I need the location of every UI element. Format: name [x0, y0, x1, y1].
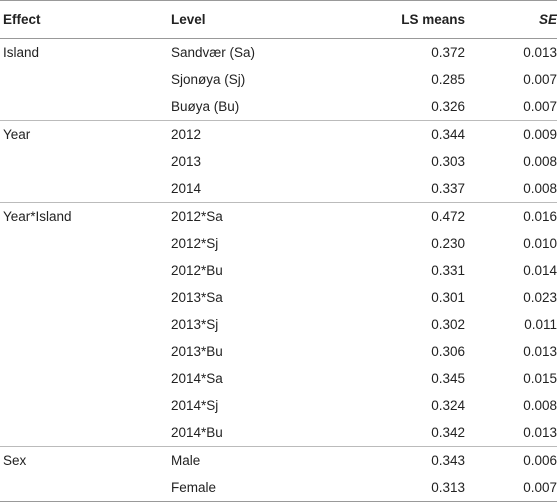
- cell-level: Female: [171, 474, 361, 502]
- cell-level: Sandvær (Sa): [171, 45, 256, 60]
- cell-se: 0.006: [465, 446, 557, 474]
- cell-effect: [0, 93, 171, 121]
- cell-level: 2014*Sj: [171, 398, 219, 413]
- cell-se: 0.008: [523, 181, 557, 196]
- table-row: Year*Island 2012*Sa 0.472 0.016: [0, 202, 557, 230]
- table-row: 2012*Sj 0.230 0.010: [0, 230, 557, 257]
- table-row: 2012*Bu 0.331 0.014: [0, 257, 557, 284]
- cell-se: 0.016: [465, 202, 557, 230]
- cell-ls-means: 0.331: [431, 263, 465, 278]
- cell-se: 0.008: [523, 398, 557, 413]
- cell-effect: [0, 392, 171, 419]
- table-header-row: Effect Level LS means SE: [0, 0, 557, 39]
- cell-effect: Year*Island: [0, 202, 171, 230]
- cell-se: 0.011: [524, 317, 557, 332]
- cell-effect: Sex: [0, 446, 171, 474]
- cell-ls-means: 0.324: [431, 398, 465, 413]
- cell-level: 2013*Bu: [171, 344, 223, 359]
- cell-se: 0.023: [523, 290, 557, 305]
- cell-level: 2013*Sa: [171, 290, 223, 305]
- cell-se: 0.007: [523, 72, 557, 87]
- cell-level: 2014*Sa: [171, 371, 223, 386]
- cell-effect: [0, 474, 171, 502]
- cell-effect: [0, 284, 171, 311]
- header-effect: Effect: [0, 0, 171, 39]
- table-row: 2014 0.337 0.008: [0, 175, 557, 203]
- table-row: Buøya (Bu) 0.326 0.007: [0, 93, 557, 121]
- cell-level: 2013*Sj: [171, 317, 219, 332]
- table-row: 2014*Sa 0.345 0.015: [0, 365, 557, 392]
- cell-effect: Island: [3, 45, 40, 60]
- cell-level: Buøya (Bu): [171, 99, 240, 114]
- cell-ls-means: 0.306: [431, 344, 465, 359]
- cell-se: 0.008: [523, 154, 557, 169]
- cell-effect: Year: [0, 120, 171, 148]
- table-row: Female 0.313 0.007: [0, 474, 557, 502]
- table-row: Sjonøya (Sj) 0.285 0.007: [0, 66, 557, 93]
- cell-level: 2014*Bu: [171, 425, 223, 440]
- cell-ls-means: 0.285: [431, 72, 465, 87]
- cell-ls-means: 0.326: [431, 99, 465, 114]
- cell-level: 2012*Sj: [171, 236, 219, 251]
- header-ls-means: LS means: [361, 0, 465, 39]
- table-row: Island Sandvær (Sa) 0.372 0.013: [0, 39, 557, 67]
- cell-se: 0.009: [465, 120, 557, 148]
- cell-effect: [0, 338, 171, 365]
- cell-ls-means: 0.303: [431, 154, 465, 169]
- table-row: 2014*Sj 0.324 0.008: [0, 392, 557, 419]
- table-row: 2013 0.303 0.008: [0, 148, 557, 175]
- cell-effect: [0, 175, 171, 203]
- cell-se: 0.007: [523, 99, 557, 114]
- cell-ls-means: 0.472: [361, 202, 465, 230]
- cell-se: 0.010: [523, 236, 557, 251]
- cell-ls-means: 0.342: [431, 425, 465, 440]
- cell-level: 2012: [171, 120, 361, 148]
- cell-ls-means: 0.301: [431, 290, 465, 305]
- cell-level: 2013: [171, 154, 202, 169]
- cell-se: 0.013: [523, 344, 557, 359]
- cell-ls-means: 0.337: [431, 181, 465, 196]
- cell-se: 0.007: [465, 474, 557, 502]
- cell-level: Male: [171, 446, 361, 474]
- cell-effect: [0, 419, 171, 447]
- table-row: Sex Male 0.343 0.006: [0, 446, 557, 474]
- cell-ls-means: 0.343: [361, 446, 465, 474]
- header-se: SE: [465, 0, 557, 39]
- cell-effect: [0, 230, 171, 257]
- cell-se: 0.014: [523, 263, 557, 278]
- cell-se: 0.013: [523, 45, 557, 60]
- cell-ls-means: 0.344: [361, 120, 465, 148]
- cell-effect: [0, 148, 171, 175]
- table-row: 2013*Sa 0.301 0.023: [0, 284, 557, 311]
- header-level: Level: [171, 0, 361, 39]
- cell-ls-means: 0.372: [431, 45, 465, 60]
- cell-level: 2012*Bu: [171, 263, 223, 278]
- cell-ls-means: 0.313: [361, 474, 465, 502]
- table-row: 2013*Bu 0.306 0.013: [0, 338, 557, 365]
- table-body: Island Sandvær (Sa) 0.372 0.013 Sjonøya (Sj)…: [0, 39, 557, 502]
- table-row: 2014*Bu 0.342 0.013: [0, 419, 557, 447]
- cell-level: 2012*Sa: [171, 202, 361, 230]
- cell-level: Sjonøya (Sj): [171, 72, 246, 87]
- table-row: Year 2012 0.344 0.009: [0, 120, 557, 148]
- cell-effect: [0, 311, 171, 338]
- cell-ls-means: 0.302: [431, 317, 465, 332]
- cell-effect: [0, 257, 171, 284]
- cell-level: 2014: [171, 181, 202, 196]
- cell-ls-means: 0.345: [431, 371, 465, 386]
- cell-ls-means: 0.230: [431, 236, 465, 251]
- cell-effect: [0, 365, 171, 392]
- cell-se: 0.015: [523, 371, 557, 386]
- cell-se: 0.013: [523, 425, 557, 440]
- cell-effect: [0, 66, 171, 93]
- table-row: 2013*Sj 0.302 0.011: [0, 311, 557, 338]
